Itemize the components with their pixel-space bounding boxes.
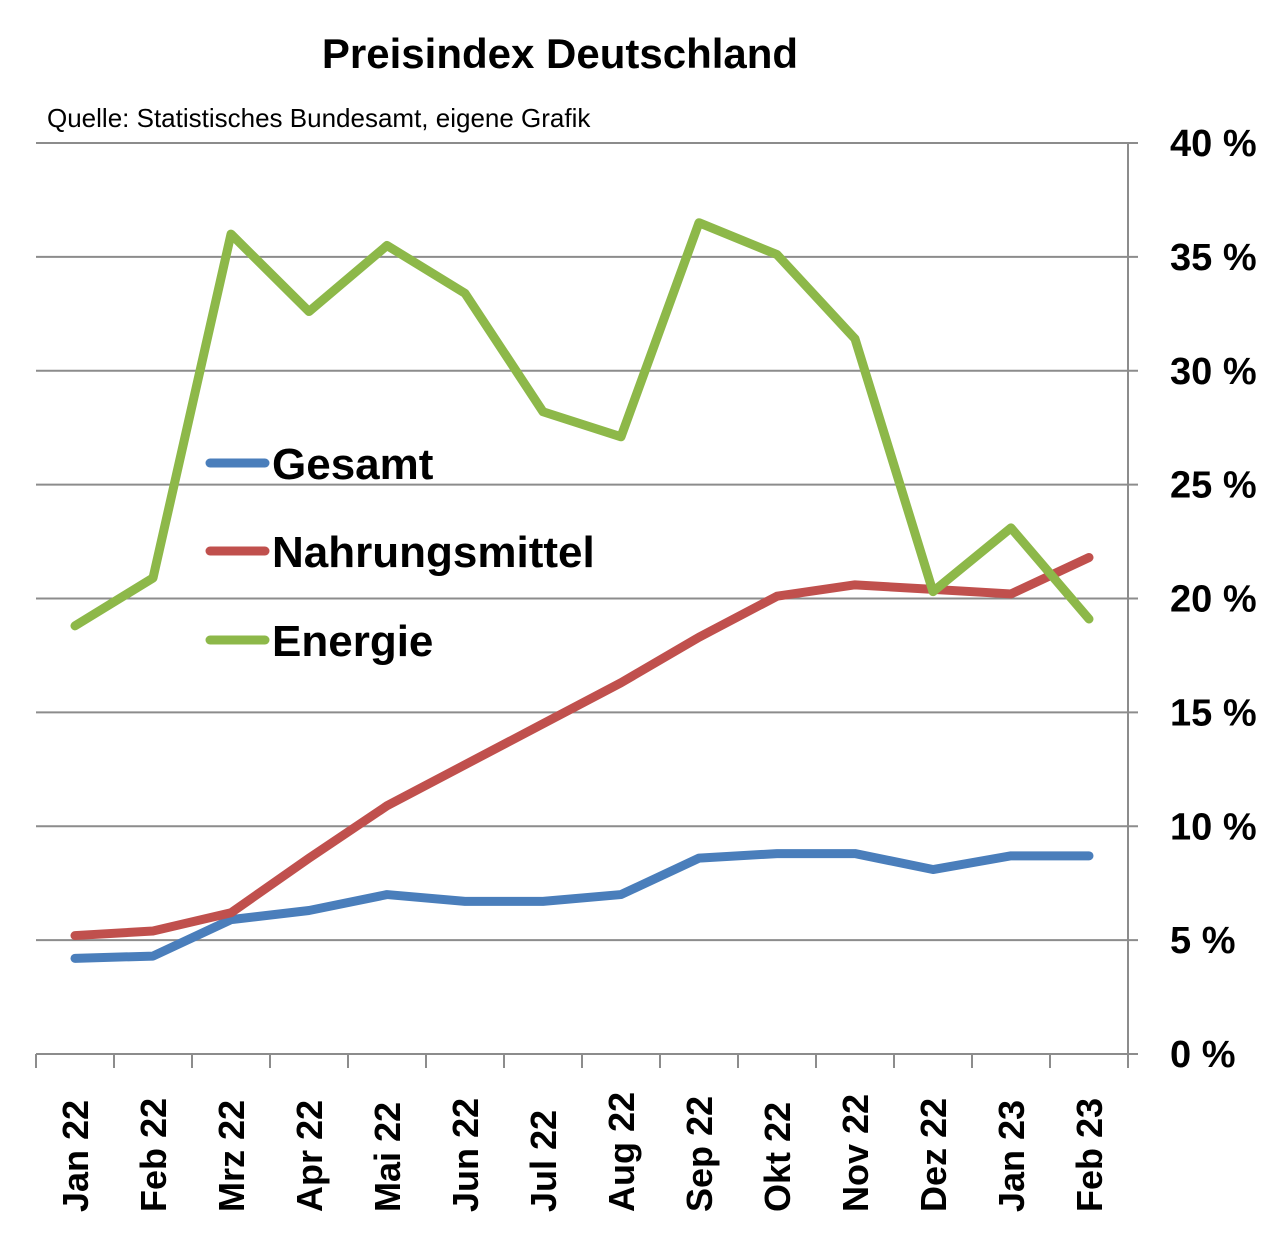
y-tick-label: 35 % [1170,237,1257,279]
y-tick-label: 40 % [1170,123,1257,165]
x-tick-label: Jan 22 [55,1100,96,1212]
series-line-nahrungsmittel [70,553,1094,941]
series-line-energie [70,218,1094,631]
y-tick-label: 30 % [1170,351,1257,393]
legend-label: Gesamt [272,440,434,489]
y-tick-label: 10 % [1170,806,1257,848]
x-tick-label: Mai 22 [367,1102,408,1212]
chart-title: Preisindex Deutschland [321,30,799,77]
y-tick-label: 0 % [1170,1034,1235,1076]
x-tick-label: Feb 22 [133,1098,174,1212]
x-tick-label: Jun 22 [445,1098,486,1212]
x-tick-label: Jan 23 [991,1100,1032,1212]
x-tick-label: Sep 22 [679,1096,720,1212]
y-tick-label: 5 % [1170,920,1235,962]
y-tick-label: 15 % [1170,692,1257,734]
y-tick-label: 25 % [1170,465,1257,507]
y-tick-label: 20 % [1170,579,1257,621]
legend-label: Nahrungsmittel [272,528,595,577]
x-tick-label: Feb 23 [1069,1098,1110,1212]
x-tick-label: Apr 22 [289,1100,330,1212]
series-line-gesamt [70,849,1094,963]
x-tick-label: Jul 22 [523,1110,564,1212]
x-tick-label: Nov 22 [835,1094,876,1212]
x-tick-label: Okt 22 [757,1102,798,1212]
legend-label: Energie [272,617,433,666]
x-tick-label: Dez 22 [913,1098,954,1212]
chart-source-note: Quelle: Statistisches Bundesamt, eigene … [47,103,591,133]
x-tick-label: Mrz 22 [211,1100,252,1212]
x-tick-label: Aug 22 [601,1092,642,1212]
